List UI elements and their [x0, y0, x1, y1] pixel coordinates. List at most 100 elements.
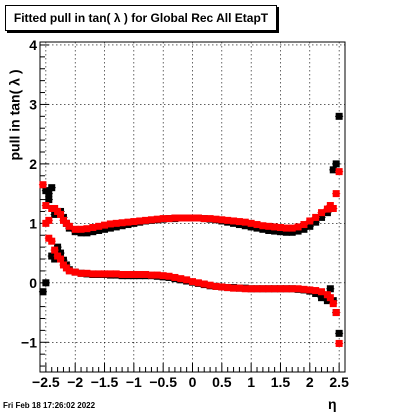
- data-point: [218, 283, 226, 291]
- data-point: [159, 272, 167, 280]
- y-axis-label-box: pull in tan( λ ): [6, 70, 22, 161]
- data-point: [235, 284, 243, 292]
- data-point: [194, 279, 202, 287]
- data-point: [300, 285, 308, 293]
- axis-ticks: [40, 44, 340, 372]
- data-point: [326, 285, 334, 293]
- data-point: [265, 226, 273, 234]
- data-point: [200, 280, 208, 288]
- data-point: [253, 285, 261, 293]
- data-point: [235, 218, 243, 226]
- data-point: [329, 166, 337, 174]
- data-point: [276, 285, 284, 293]
- data-point: [326, 294, 334, 302]
- x-tick-label: 2: [306, 374, 314, 390]
- data-point: [300, 225, 308, 233]
- data-point: [247, 223, 255, 231]
- data-point: [189, 278, 196, 286]
- data-point: [332, 309, 340, 317]
- data-point: [282, 285, 290, 293]
- data-point: [259, 222, 267, 230]
- data-point: [153, 215, 161, 223]
- data-point: [189, 214, 196, 222]
- data-point: [335, 168, 343, 176]
- data-point: [306, 222, 314, 230]
- y-tick-label: 2: [29, 156, 37, 172]
- data-point: [165, 272, 173, 280]
- data-point: [241, 285, 249, 293]
- data-point: [89, 224, 97, 232]
- data-point: [288, 224, 296, 232]
- data-point: [124, 270, 132, 278]
- x-tick-label: 1.5: [271, 374, 291, 390]
- data-point: [48, 184, 56, 192]
- y-tick-label: −1: [21, 334, 37, 350]
- data-point: [101, 225, 109, 233]
- data-point: [95, 270, 103, 278]
- x-axis-label: η: [328, 396, 337, 412]
- data-point: [106, 220, 114, 228]
- chart-title: Fitted pull in tan( λ ) for Global Rec A…: [5, 5, 277, 31]
- data-point: [42, 219, 50, 227]
- data-point: [171, 214, 179, 222]
- x-tick-label: −2: [67, 374, 83, 390]
- data-point: [124, 218, 132, 226]
- data-point: [241, 222, 249, 230]
- y-tick-label: 4: [29, 37, 37, 53]
- data-point: [153, 271, 161, 279]
- data-point: [147, 271, 155, 279]
- data-point: [271, 223, 279, 231]
- data-point: [101, 221, 109, 229]
- data-point: [212, 282, 220, 290]
- data-point: [282, 228, 290, 236]
- data-point: [265, 285, 273, 293]
- series-2: [38, 168, 344, 233]
- data-point: [329, 204, 337, 212]
- data-point: [282, 224, 290, 232]
- data-point: [323, 205, 331, 213]
- data-point: [294, 223, 302, 231]
- data-point: [83, 229, 91, 237]
- data-point: [39, 288, 47, 296]
- data-point: [247, 285, 255, 293]
- data-point: [335, 329, 343, 337]
- data-point: [77, 225, 85, 233]
- y-tick-label: 1: [29, 215, 37, 231]
- data-point: [206, 281, 214, 289]
- data-point: [65, 222, 73, 230]
- data-point: [171, 273, 179, 281]
- data-point: [241, 218, 249, 226]
- data-point: [45, 190, 53, 198]
- data-point: [57, 255, 65, 263]
- data-point: [101, 270, 109, 278]
- data-point: [271, 227, 279, 235]
- data-point: [224, 216, 232, 224]
- data-point: [177, 275, 185, 283]
- data-point: [224, 284, 232, 292]
- data-point: [332, 160, 340, 168]
- data-point: [318, 213, 326, 221]
- timestamp: Fri Feb 18 17:26:02 2022: [3, 401, 96, 410]
- data-point: [130, 218, 138, 226]
- data-series: [38, 112, 344, 347]
- data-point: [106, 224, 114, 232]
- x-tick-label: −1.5: [91, 374, 119, 390]
- data-point: [318, 288, 326, 296]
- data-point: [159, 215, 167, 223]
- data-point: [130, 270, 138, 278]
- data-point: [206, 215, 214, 223]
- data-point: [306, 217, 314, 225]
- data-point: [112, 270, 120, 278]
- data-point: [276, 228, 284, 236]
- data-point: [271, 285, 279, 293]
- x-tick-label: 0.5: [212, 374, 232, 390]
- data-point: [42, 202, 50, 210]
- x-tick-label: −2.5: [32, 374, 60, 390]
- data-point: [77, 229, 85, 237]
- x-tick-label: 1: [247, 374, 255, 390]
- data-point: [48, 237, 56, 245]
- data-point: [259, 285, 267, 293]
- data-point: [177, 214, 185, 222]
- data-point: [147, 216, 155, 224]
- data-point: [212, 215, 220, 223]
